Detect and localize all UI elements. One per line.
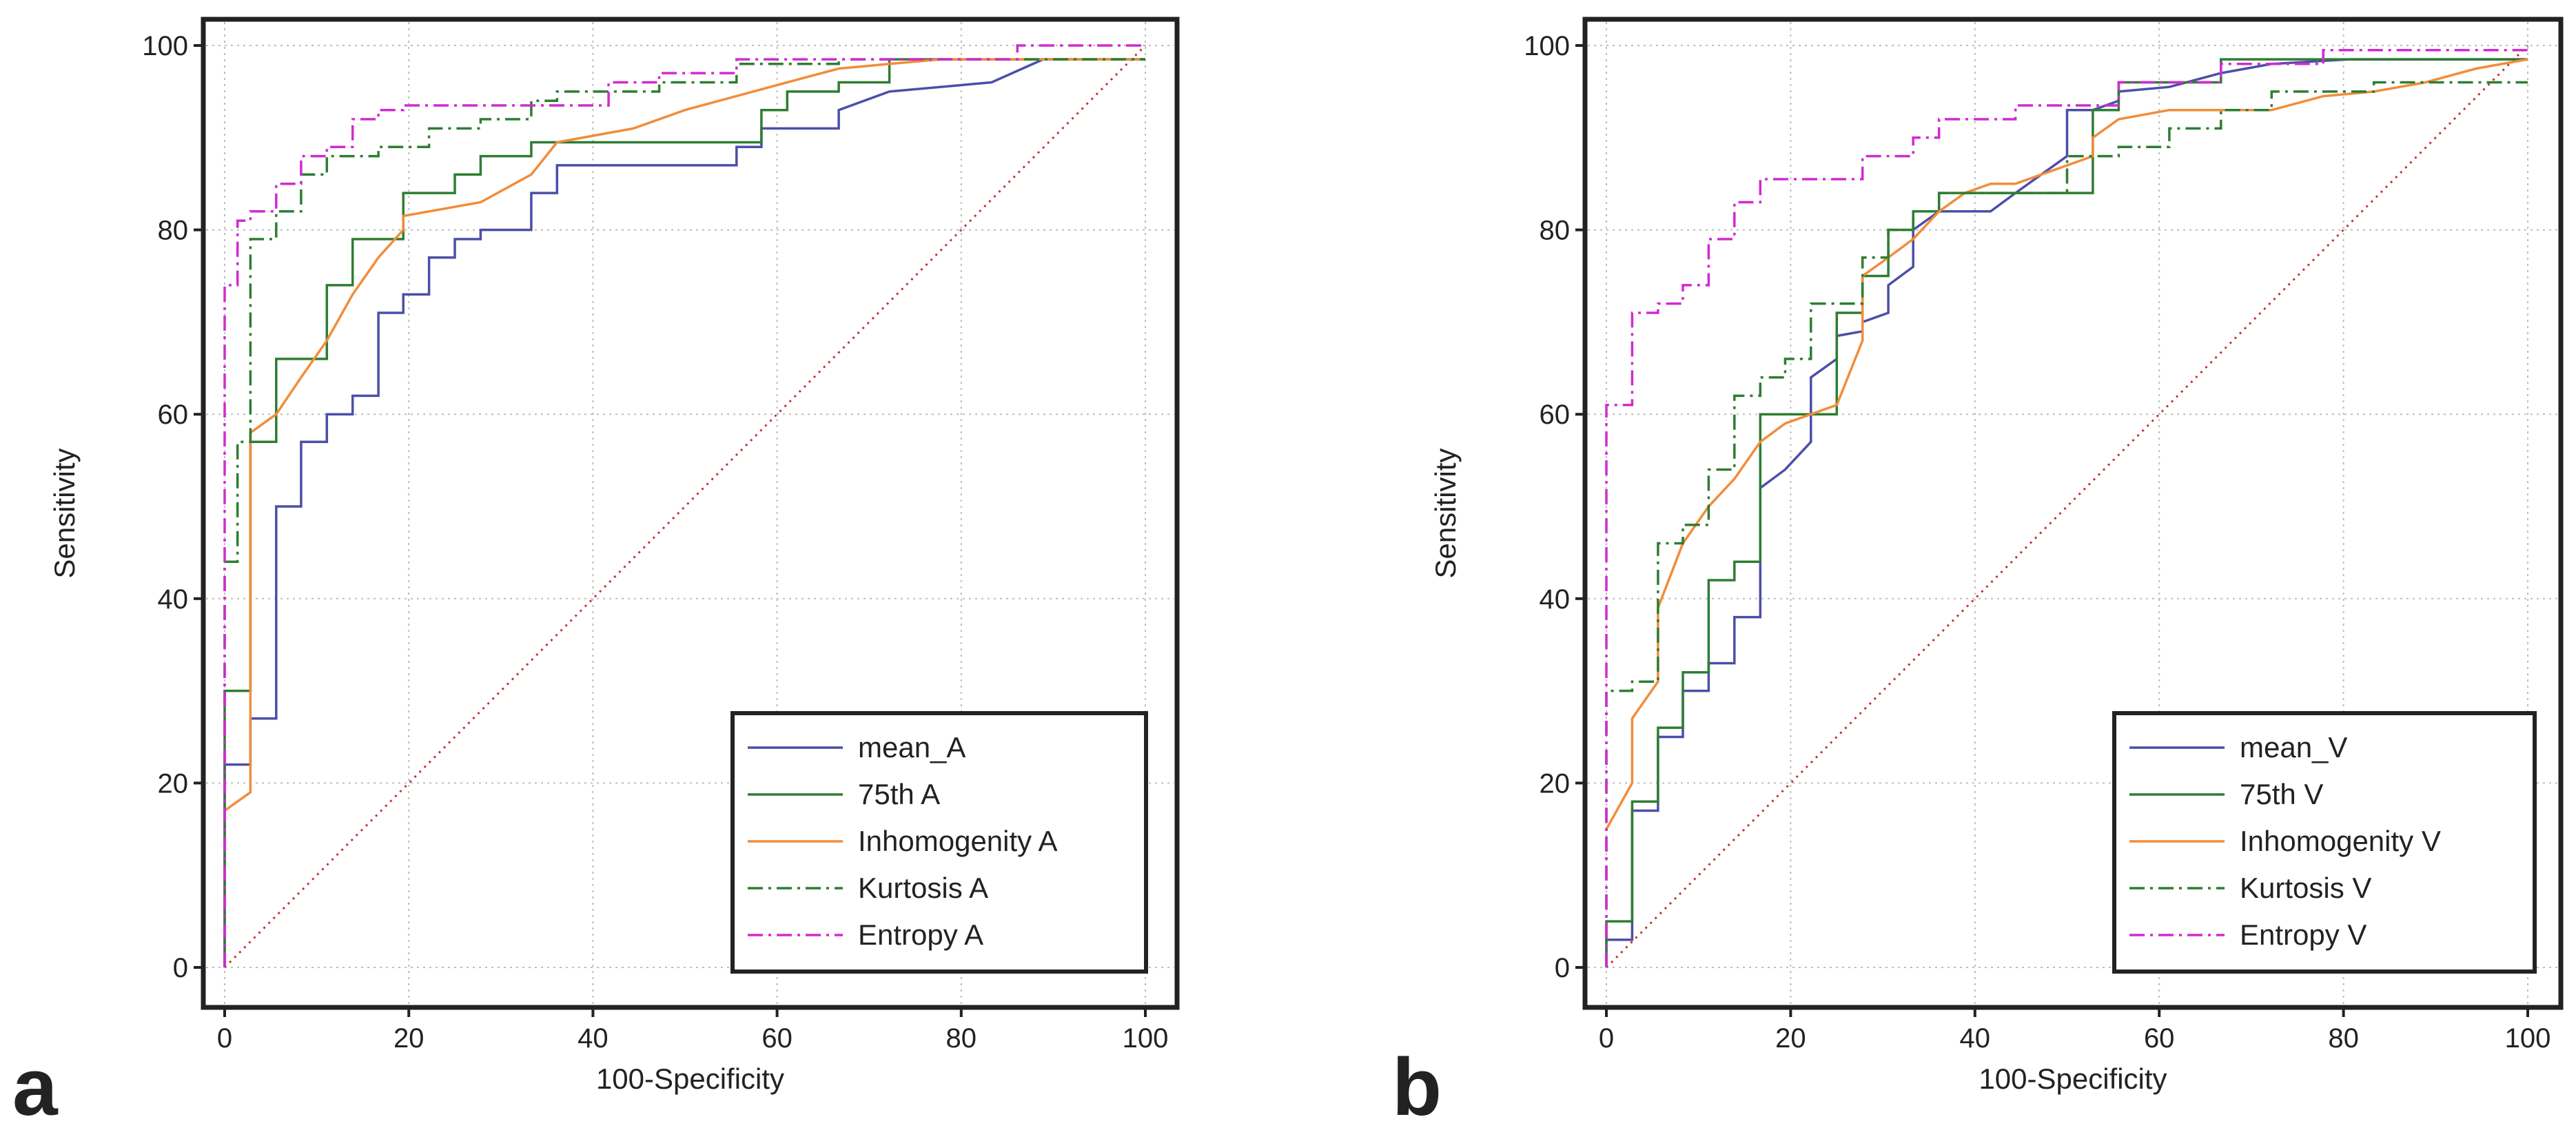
x-tick-label: 40 bbox=[1960, 1023, 1991, 1054]
y-tick-label: 20 bbox=[158, 768, 189, 799]
x-tick-label: 0 bbox=[1599, 1023, 1614, 1054]
x-tick-label: 80 bbox=[2328, 1023, 2359, 1054]
legend-label: Inhomogenity V bbox=[2240, 825, 2441, 857]
series-line-entropy-a bbox=[223, 44, 1145, 967]
legend-label: Entropy V bbox=[2240, 919, 2367, 951]
legend: mean_V 75th V Inhomogenity V Kurtosis V Entr… bbox=[2112, 711, 2537, 974]
series-line-kurtosis-v bbox=[1605, 81, 2528, 967]
x-axis-label: 100-Specificity bbox=[596, 1063, 784, 1095]
x-tick-label: 20 bbox=[393, 1023, 425, 1054]
y-axis-label: Sensitivity bbox=[48, 448, 81, 578]
roc-panel-a: 0 20 40 60 80 100 0 20 40 60 80 100 100-Specificity S… bbox=[12, 17, 1180, 1133]
x-tick-label: 60 bbox=[2144, 1023, 2175, 1054]
panel-label: b bbox=[1392, 1042, 1442, 1133]
x-tick-label: 20 bbox=[1775, 1023, 1806, 1054]
x-tick-label: 0 bbox=[217, 1023, 232, 1054]
x-tick-label: 60 bbox=[761, 1023, 793, 1054]
legend-label: 75th A bbox=[858, 778, 940, 810]
legend-label: 75th V bbox=[2240, 778, 2323, 810]
roc-panel-b: 0 20 40 60 80 100 0 20 40 60 80 100 100-Specificity S… bbox=[1392, 17, 2564, 1133]
y-tick-label: 80 bbox=[1540, 216, 1571, 246]
legend-label: mean_V bbox=[2240, 731, 2347, 763]
y-tick-label: 100 bbox=[142, 31, 188, 61]
series-line-kurtosis-a bbox=[223, 58, 1145, 967]
panel-label: a bbox=[12, 1042, 59, 1133]
series-line-inhomogenity-a bbox=[223, 58, 1145, 812]
series-line-entropy-v bbox=[1605, 48, 2528, 967]
series-line-75th-v bbox=[1605, 58, 2528, 967]
y-tick-label: 60 bbox=[158, 400, 189, 430]
legend-label: Inhomogenity A bbox=[858, 825, 1058, 857]
series-line-mean-a bbox=[223, 58, 1145, 967]
y-axis-label: Sensitivity bbox=[1429, 448, 1462, 578]
y-tick-label: 40 bbox=[158, 584, 189, 615]
y-tick-label: 60 bbox=[1540, 400, 1571, 430]
x-tick-label: 40 bbox=[577, 1023, 609, 1054]
x-tick-label: 100 bbox=[2505, 1023, 2551, 1054]
y-tick-label: 80 bbox=[158, 216, 189, 246]
legend-label: mean_A bbox=[858, 731, 965, 763]
y-tick-label: 0 bbox=[1555, 953, 1570, 983]
legend: mean_A 75th A Inhomogenity A Kurtosis A Entr… bbox=[730, 711, 1148, 974]
y-tick-label: 0 bbox=[173, 953, 188, 983]
plot-frame bbox=[1582, 17, 2564, 1010]
x-tick-label: 100 bbox=[1123, 1023, 1169, 1054]
x-tick-label: 80 bbox=[946, 1023, 977, 1054]
plot-frame bbox=[201, 17, 1180, 1010]
y-tick-label: 100 bbox=[1524, 31, 1570, 61]
x-axis-label: 100-Specificity bbox=[1979, 1063, 2167, 1095]
y-tick-label: 40 bbox=[1540, 584, 1571, 615]
legend-label: Kurtosis V bbox=[2240, 872, 2371, 904]
y-tick-label: 20 bbox=[1540, 768, 1571, 799]
legend-label: Entropy A bbox=[858, 919, 983, 951]
legend-label: Kurtosis A bbox=[858, 872, 988, 904]
